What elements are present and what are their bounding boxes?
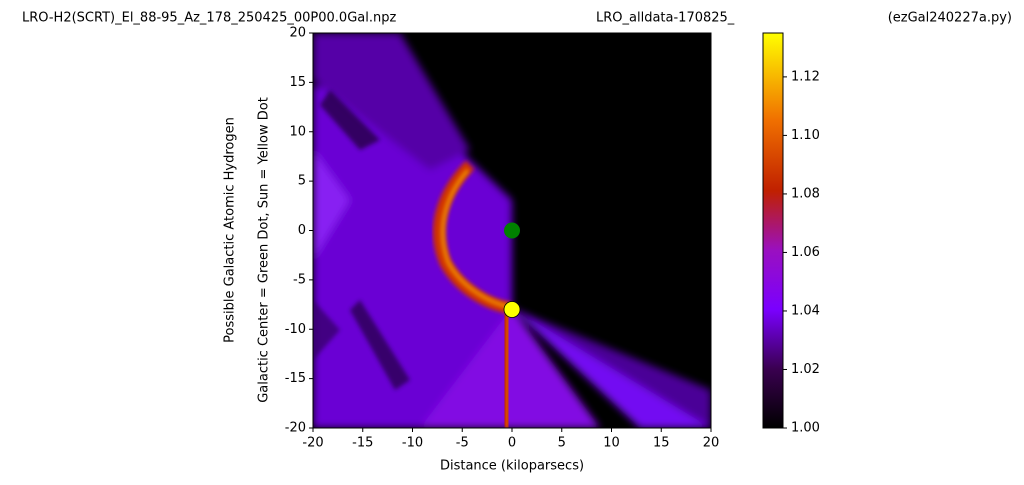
x-tick-label: 0 [508, 436, 516, 451]
point [504, 222, 520, 239]
colorbar-tick-label: 1.04 [791, 303, 820, 318]
point [503, 301, 521, 318]
x-tick-label: 5 [558, 436, 566, 451]
colorbar-tick-label: 1.02 [791, 362, 820, 377]
colorbar [762, 32, 784, 429]
x-tick-label: -20 [302, 436, 323, 451]
x-tick-label: 20 [703, 436, 720, 451]
x-tick-label: -10 [402, 436, 423, 451]
y-tick-label: 10 [289, 124, 306, 139]
y-tick-label: 20 [289, 26, 306, 41]
colorbar-tick-label: 1.12 [791, 69, 820, 84]
y-tick-label: -15 [285, 371, 306, 386]
y-tick-label: -20 [285, 421, 306, 436]
y-tick-label: 0 [298, 223, 306, 238]
title-right: (ezGal240227a.py) [888, 11, 1012, 26]
colorbar-tick-label: 1.08 [791, 186, 820, 201]
heatmap [313, 33, 711, 428]
x-tick-label: -15 [352, 436, 373, 451]
y-tick-label: 15 [289, 75, 306, 90]
y-axis-label: Possible Galactic Atomic Hydrogen [223, 117, 238, 343]
title-left: LRO-H2(SCRT)_El_88-95_Az_178_250425_00P0… [22, 11, 396, 26]
colorbar-tick-label: 1.00 [791, 421, 820, 436]
x-tick-label: 10 [603, 436, 620, 451]
x-axis-label: Distance (kiloparsecs) [440, 459, 584, 474]
x-tick-label: 15 [653, 436, 670, 451]
colorbar-tick-label: 1.10 [791, 128, 820, 143]
colorbar-tick-label: 1.06 [791, 245, 820, 260]
title-middle: LRO_alldata-170825_ [596, 11, 735, 26]
y-axis-label: Galactic Center = Green Dot, Sun = Yello… [257, 97, 272, 403]
y-tick-label: -10 [285, 322, 306, 337]
y-tick-label: 5 [298, 174, 306, 189]
y-tick-label: -5 [293, 272, 306, 287]
x-tick-label: -5 [456, 436, 469, 451]
